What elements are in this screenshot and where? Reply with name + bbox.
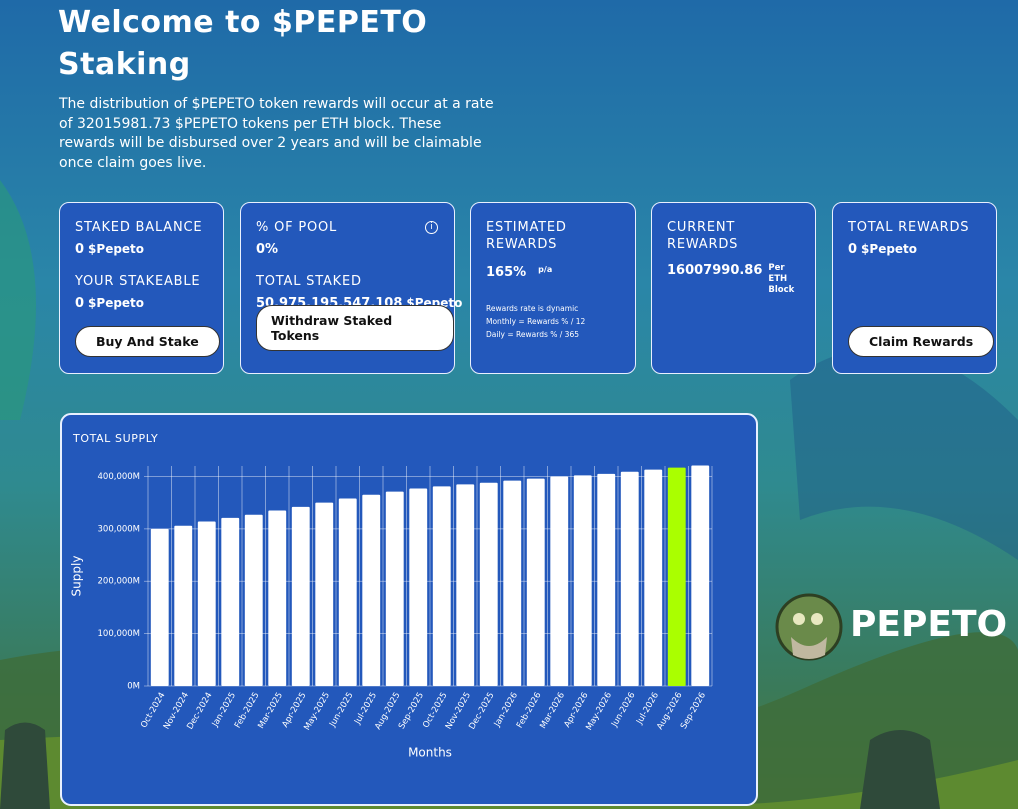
bar <box>291 506 310 686</box>
chart: TOTAL SUPPLY Months Supply 0M 100,000M 200… <box>60 413 758 806</box>
y-tick-label: 0M <box>127 682 140 692</box>
card-value: 165% p/a <box>486 265 620 280</box>
card-value: 0% <box>256 242 439 257</box>
card-value: 0 $Pepeto <box>75 242 208 257</box>
bar <box>268 510 287 686</box>
bar <box>573 475 592 686</box>
card-value: 0 $Pepeto <box>75 296 208 311</box>
bar <box>456 484 475 686</box>
bar <box>409 488 428 686</box>
bar <box>385 491 404 686</box>
card-label: YOUR STAKEABLE <box>75 274 201 289</box>
card-label: STAKED BALANCE <box>75 220 203 235</box>
note: Rewards rate is dynamic <box>486 304 579 313</box>
button[interactable]: Claim Rewards <box>848 326 995 357</box>
bar <box>526 478 545 686</box>
logo-icon <box>775 593 843 661</box>
card: CURRENT REWARDS 16007990.86 Per ETH Block <box>651 202 816 374</box>
card-label: TOTAL REWARDS <box>848 220 970 235</box>
note: Daily = Rewards % / 365 <box>486 330 579 339</box>
value: 0 <box>848 242 858 257</box>
bar <box>691 465 710 686</box>
bar <box>174 525 193 686</box>
bar <box>362 494 381 686</box>
card-value: 16007990.86 Per ETH Block <box>667 263 800 296</box>
card-label: ESTIMATED REWARDS <box>486 220 567 252</box>
value: 0 <box>75 296 85 311</box>
y-axis-label: Supply <box>70 556 84 597</box>
y-tick-label: 400,000M <box>98 472 140 482</box>
bar <box>644 469 663 686</box>
bar <box>503 480 522 686</box>
bar <box>315 502 334 686</box>
bar <box>221 517 240 686</box>
unit: $Pepeto <box>88 242 145 256</box>
unit: Per ETH Block <box>768 263 795 295</box>
info-icon[interactable]: i <box>425 221 438 234</box>
y-tick-label: 100,000M <box>98 629 140 639</box>
unit: p/a <box>538 265 553 274</box>
logo-text: PEPETO <box>850 604 1008 645</box>
unit: $Pepeto <box>861 242 918 256</box>
value: 165% <box>486 265 527 280</box>
bar <box>197 521 216 686</box>
bar <box>432 486 451 686</box>
button[interactable]: Withdraw Staked Tokens <box>256 305 454 351</box>
bar <box>597 473 616 686</box>
card-value: 0 $Pepeto <box>848 242 981 257</box>
card-label: CURRENT REWARDS <box>667 220 739 252</box>
value: 0% <box>256 242 279 257</box>
note: Monthly = Rewards % / 12 <box>486 317 586 326</box>
card-label: % OF POOL <box>256 220 338 235</box>
bar <box>667 467 686 686</box>
value: 16007990.86 <box>667 263 763 278</box>
description: The distribution of $PEPETO token reward… <box>59 96 494 171</box>
card-label: TOTAL STAKED <box>256 274 362 289</box>
y-tick-label: 300,000M <box>98 524 140 534</box>
card: ESTIMATED REWARDS 165% p/a Rewards rate i… <box>470 202 636 374</box>
bar <box>550 476 569 686</box>
unit: $Pepeto <box>88 296 145 310</box>
x-axis-label: Months <box>408 746 452 760</box>
card: STAKED BALANCE 0 $Pepeto YOUR STAKEABLE 0… <box>59 202 224 374</box>
value: 0 <box>75 242 85 257</box>
chart-title: TOTAL SUPPLY <box>72 432 158 445</box>
bar <box>338 498 357 686</box>
y-tick-label: 200,000M <box>98 577 140 587</box>
bar <box>244 514 263 686</box>
card: TOTAL REWARDS 0 $Pepeto Claim Rewards <box>832 202 997 374</box>
card: i % OF POOL 0% TOTAL STAKED 50,975,195,5… <box>240 202 462 374</box>
button[interactable]: Buy And Stake <box>75 326 220 357</box>
page-title: Welcome to $PEPETO Staking <box>58 5 428 82</box>
bar <box>620 471 639 686</box>
bar <box>479 482 498 686</box>
bar <box>150 528 169 686</box>
